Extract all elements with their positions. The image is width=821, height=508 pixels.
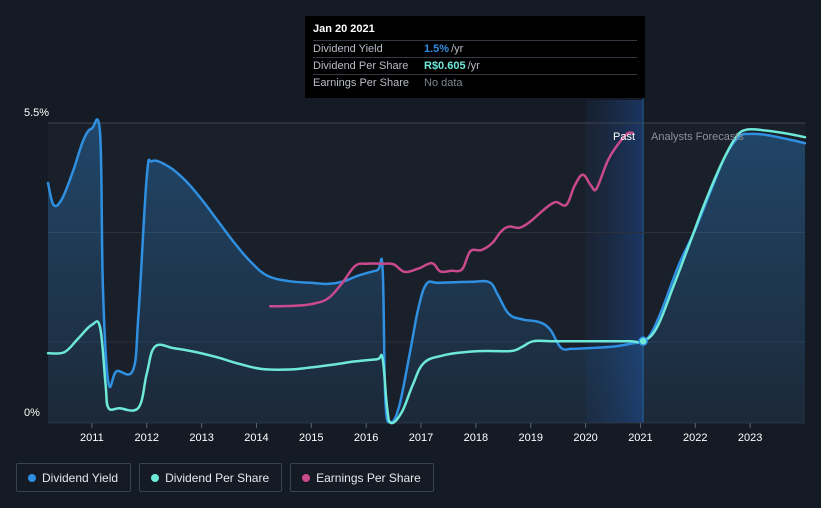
tooltip-row-name: Earnings Per Share <box>313 77 409 89</box>
tooltip-row: Earnings Per Share No data <box>313 75 637 91</box>
highlight-marker[interactable] <box>638 336 648 346</box>
past-label: Past <box>613 131 635 143</box>
series-line-dividend-per-share <box>46 127 807 425</box>
x-axis-ticks: 2011 2012 2013 2014 2015 2016 2017 2018 2019 2020… <box>80 423 762 444</box>
tooltip-row-value: No data <box>424 77 463 89</box>
tooltip-row-unit: /yr <box>467 60 480 72</box>
tooltip-row-name: Dividend Per Share <box>313 60 409 72</box>
tooltip-row-value: R$0.605 <box>424 60 466 72</box>
x-tick-label: 2023 <box>738 432 762 444</box>
legend-label: Dividend Per Share <box>165 470 270 485</box>
tooltip-row-unit: /yr <box>451 43 464 55</box>
x-tick-label: 2020 <box>573 432 597 444</box>
x-tick-label: 2017 <box>409 432 433 444</box>
legend-item-dividend-yield[interactable]: Dividend Yield <box>16 463 132 492</box>
tooltip-row: Dividend Yield 1.5% /yr <box>313 41 637 58</box>
legend-dot-icon <box>302 473 311 482</box>
tooltip-date: Jan 20 2021 <box>313 22 637 41</box>
x-tick-label: 2011 <box>80 432 104 444</box>
y-axis-top-label: 5.5% <box>24 107 49 119</box>
legend-item-dividend-per-share[interactable]: Dividend Per Share <box>139 463 283 492</box>
series-line-earnings-per-share <box>268 131 634 308</box>
legend-label: Dividend Yield <box>42 470 119 485</box>
tooltip-row-value: 1.5% <box>424 43 450 55</box>
forecast-label: Analysts Forecasts <box>651 131 744 143</box>
y-axis-bottom-label: 0% <box>24 407 40 419</box>
x-tick-label: 2013 <box>189 432 213 444</box>
tooltip-row: Dividend Per Share R$0.605 /yr <box>313 58 637 75</box>
x-tick-label: 2022 <box>683 432 707 444</box>
x-tick-label: 2014 <box>244 432 268 444</box>
x-tick-label: 2021 <box>628 432 652 444</box>
legend-label: Earnings Per Share <box>316 470 421 485</box>
x-tick-label: 2012 <box>134 432 158 444</box>
legend-dot-icon <box>151 473 160 482</box>
series-layer <box>46 118 807 425</box>
x-tick-label: 2016 <box>354 432 378 444</box>
legend-dot-icon <box>28 473 36 482</box>
x-tick-label: 2015 <box>299 432 323 444</box>
tooltip: Jan 20 2021 Dividend Yield 1.5% /yr Divi… <box>305 16 645 98</box>
tooltip-row-name: Dividend Yield <box>313 43 383 55</box>
legend-item-earnings-per-share[interactable]: Earnings Per Share <box>290 463 434 492</box>
x-tick-label: 2018 <box>464 432 488 444</box>
legend: Dividend Yield Dividend Per Share Earnin… <box>16 463 434 492</box>
x-tick-label: 2019 <box>518 432 542 444</box>
